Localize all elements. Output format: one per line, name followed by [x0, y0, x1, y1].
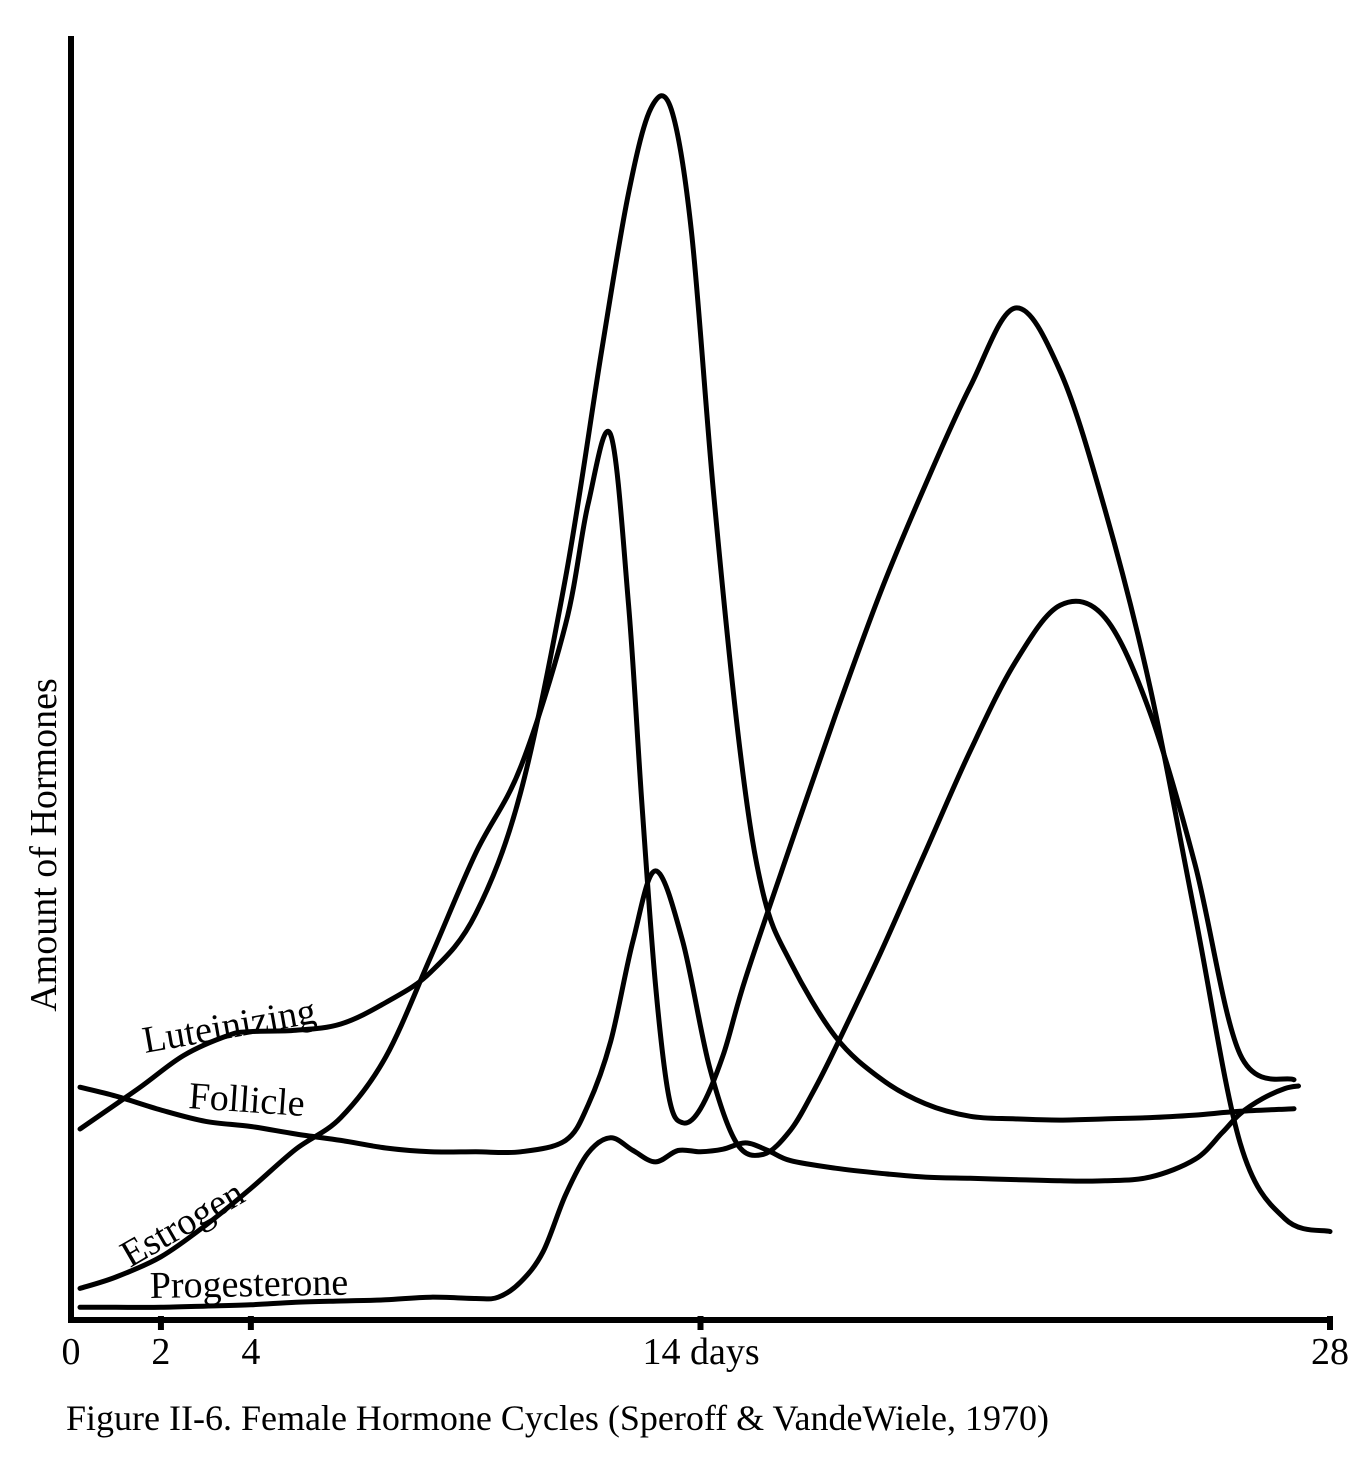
x-tick-label: 0 [62, 1331, 81, 1373]
x-tick-label: 4 [241, 1331, 260, 1373]
series-label-progesterone: Progesterone [149, 1262, 348, 1307]
series-curves [77, 93, 1333, 1310]
series-label-estrogen: Estrogen [114, 1172, 252, 1276]
series-label-luteinizing: Luteinizing [139, 990, 319, 1062]
series-line-luteinizing [77, 93, 1297, 1132]
y-axis-label: Amount of Hormones [23, 678, 65, 1012]
x-tick-label: 2 [151, 1331, 170, 1373]
series-label-follicle: Follicle [187, 1075, 306, 1125]
series-line-estrogen [77, 305, 1333, 1291]
x-ticks: 0 2 4 14 days 28 [62, 1316, 1349, 1373]
x-tick-label: 28 [1311, 1331, 1349, 1373]
series-line-follicle [77, 598, 1297, 1158]
x-tick-label: 14 days [643, 1331, 760, 1373]
series-line-progesterone [77, 1083, 1301, 1310]
figure-caption: Figure II-6. Female Hormone Cycles (Sper… [66, 1398, 1049, 1438]
